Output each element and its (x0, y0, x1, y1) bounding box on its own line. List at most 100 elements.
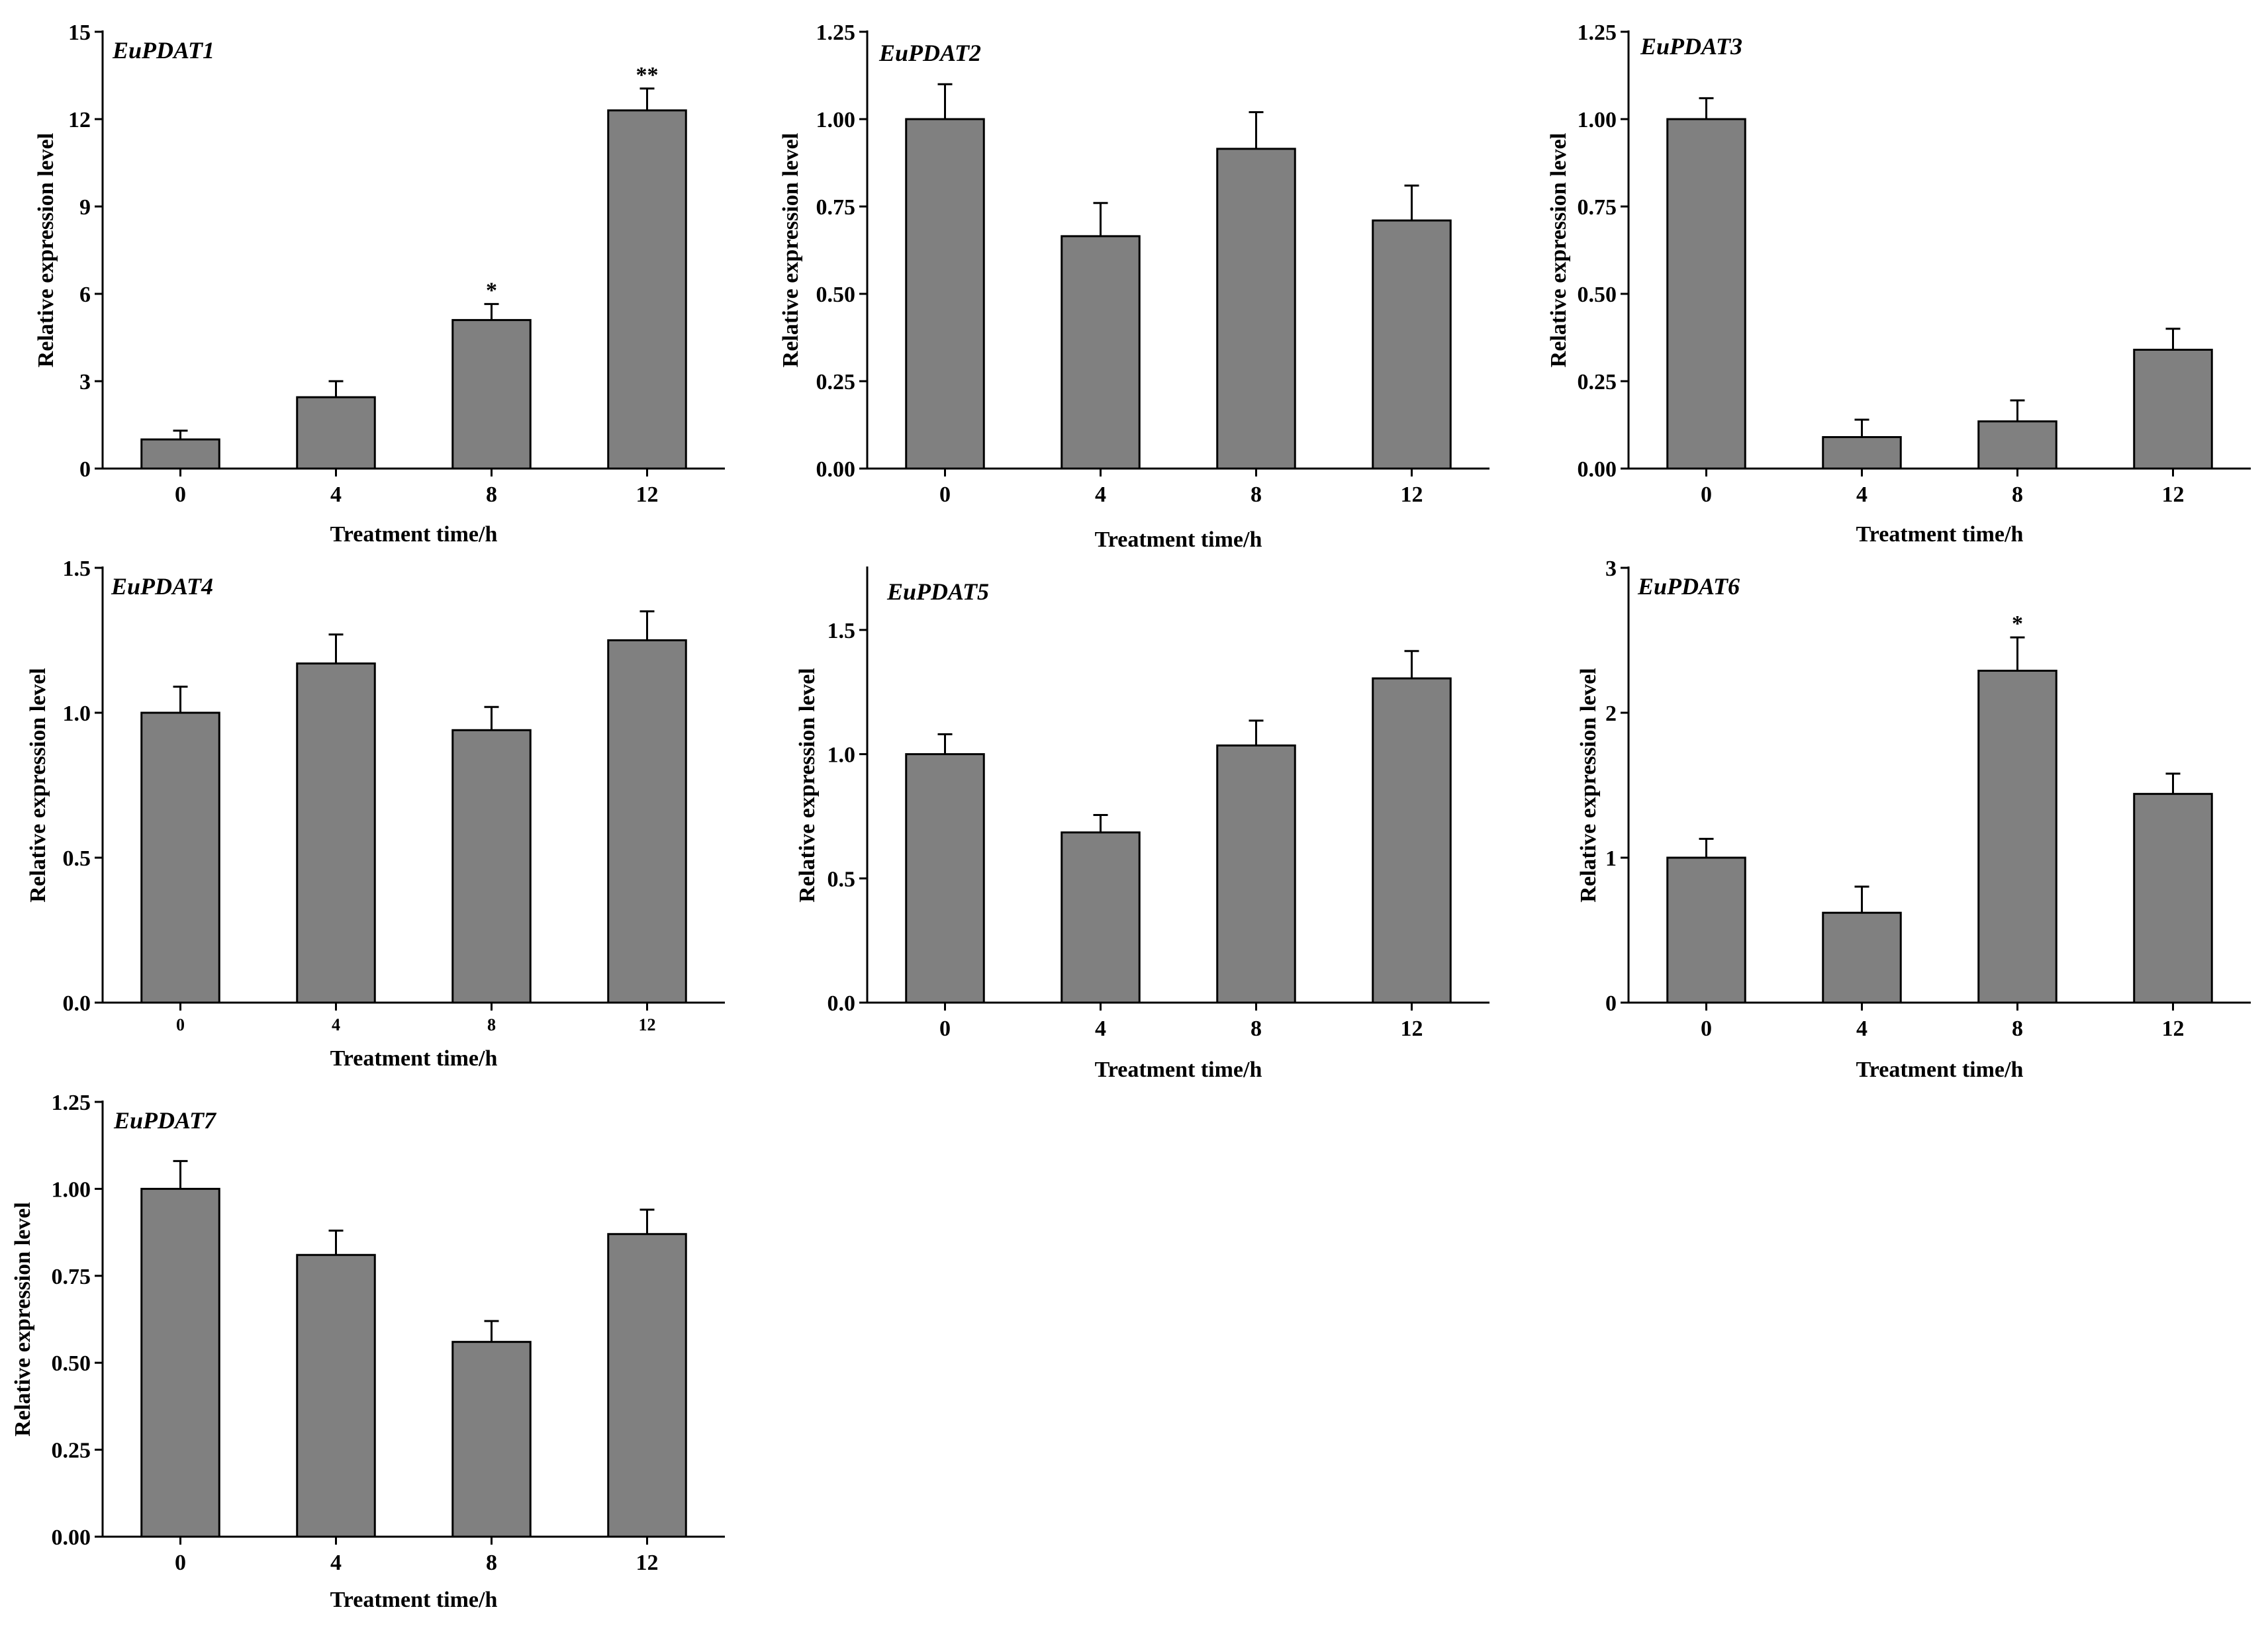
x-tick-label: 4 (1856, 482, 1867, 507)
y-tick-label: 1.00 (816, 108, 856, 132)
y-axis-title: Relative expression level (1576, 668, 1601, 902)
bar-0h (1666, 118, 1746, 470)
x-tick-label: 8 (1251, 1017, 1262, 1041)
x-tick-label: 12 (1401, 482, 1423, 507)
x-axis-title: Treatment time/h (1095, 527, 1262, 552)
bar-0h (140, 1187, 220, 1538)
gene-title: EuPDAT7 (113, 1107, 217, 1134)
x-tick-label: 4 (1095, 482, 1106, 507)
y-tick-label: 0.5 (827, 867, 856, 891)
y-tick-label: 0.5 (63, 846, 91, 871)
y-tick-label: 0.25 (1578, 370, 1617, 394)
x-tick-label: 4 (330, 1551, 342, 1575)
y-tick-label: 3 (1605, 557, 1617, 581)
bar-4h (1061, 235, 1141, 470)
x-tick-label: 8 (1251, 482, 1262, 507)
bar-0h (905, 753, 985, 1004)
x-tick-label: 8 (487, 1015, 496, 1034)
bar-12h (607, 109, 687, 470)
x-tick-label: 12 (636, 1551, 659, 1575)
x-tick-label: 4 (330, 482, 342, 507)
bar-12h (2133, 793, 2213, 1004)
x-tick-label: 4 (332, 1015, 340, 1034)
bar-8h (1977, 669, 2057, 1004)
gene-title: EuPDAT1 (112, 37, 214, 64)
y-tick-label: 0.25 (52, 1439, 91, 1463)
y-tick-label: 1.00 (52, 1177, 91, 1202)
x-tick-label: 4 (1856, 1017, 1867, 1041)
bar-0h (140, 438, 220, 470)
x-tick-label: 8 (486, 1551, 497, 1575)
y-axis-title: Relative expression level (779, 133, 803, 367)
y-tick-label: 0.50 (816, 283, 856, 307)
bar-4h (296, 662, 376, 1004)
y-tick-label: 0.00 (52, 1525, 91, 1550)
x-axis-title: Treatment time/h (330, 1046, 498, 1071)
bar-0h (1666, 856, 1746, 1004)
y-tick-label: 12 (68, 108, 91, 132)
bar-8h (451, 1341, 532, 1538)
y-axis-title: Relative expression level (1546, 133, 1571, 367)
y-tick-label: 1.25 (1578, 21, 1617, 45)
x-tick-label: 0 (939, 1017, 951, 1041)
bar-0h (905, 118, 985, 470)
y-tick-label: 0.0 (63, 991, 91, 1016)
bar-4h (1061, 831, 1141, 1004)
bar-8h (1216, 148, 1296, 470)
x-tick-label: 0 (1701, 482, 1712, 507)
y-tick-label: 1.00 (1578, 108, 1617, 132)
bar-12h (1372, 677, 1452, 1004)
gene-title: EuPDAT3 (1640, 33, 1742, 60)
y-tick-label: 1.0 (827, 743, 856, 768)
x-axis-title: Treatment time/h (330, 1588, 498, 1612)
bar-4h (1822, 911, 1902, 1004)
y-tick-label: 0 (79, 457, 91, 482)
x-tick-label: 0 (1701, 1017, 1712, 1041)
y-tick-label: 0.75 (816, 195, 856, 220)
y-tick-label: 1.0 (63, 702, 91, 726)
bar-4h (1822, 435, 1902, 470)
x-tick-label: 0 (175, 482, 186, 507)
y-axis-title: Relative expression level (11, 1202, 35, 1436)
chart-panel-7: 0 4 8 12 0.00 0.25 0.50 0.75 1.00 1.25 EuPDAT7 Trea… (11, 1091, 725, 1612)
y-tick-label: 0.00 (1578, 457, 1617, 482)
y-tick-label: 3 (79, 370, 91, 394)
x-tick-label: 8 (2012, 1017, 2023, 1041)
y-axis-title: Relative expression level (26, 668, 50, 902)
x-tick-label: 8 (486, 482, 497, 507)
bar-8h (1216, 744, 1296, 1004)
y-tick-label: 1 (1605, 846, 1617, 871)
significance-label: * (486, 278, 497, 302)
x-axis-title: Treatment time/h (330, 522, 498, 547)
y-tick-label: 0.75 (52, 1265, 91, 1289)
y-tick-label: 0.50 (1578, 283, 1617, 307)
gene-title: EuPDAT4 (111, 573, 213, 600)
y-tick-label: 0.0 (827, 991, 856, 1016)
gene-title: EuPDAT6 (1637, 573, 1740, 600)
y-tick-label: 1.5 (63, 557, 91, 581)
bar-4h (296, 396, 376, 470)
x-tick-label: 12 (1401, 1017, 1423, 1041)
bar-8h (451, 729, 532, 1004)
chart-panel-5: 0 4 8 12 0.0 0.5 1.0 1.5 EuPDAT5 Treatment time/h… (795, 566, 1489, 1082)
bar-12h (607, 1233, 687, 1538)
x-axis-title: Treatment time/h (1856, 1058, 2024, 1082)
y-tick-label: 15 (68, 21, 91, 45)
x-tick-label: 12 (636, 482, 659, 507)
x-tick-label: 12 (639, 1015, 656, 1034)
y-tick-label: 1.5 (827, 619, 856, 643)
chart-panel-4: 0 4 8 12 0.0 0.5 1.0 1.5 EuPDAT4 Treatment time/h… (26, 557, 725, 1071)
bar-12h (1372, 219, 1452, 470)
y-tick-label: 9 (79, 195, 91, 220)
x-axis-title: Treatment time/h (1095, 1058, 1262, 1082)
significance-label: ** (636, 63, 659, 87)
chart-panel-3: 0 4 8 12 0.00 0.25 0.50 0.75 1.00 1.25 EuPDAT3 Trea… (1546, 21, 2251, 547)
chart-panel-2: 0 4 8 12 0.00 0.25 0.50 0.75 1.00 1.25 EuPDAT2 Trea… (779, 21, 1489, 552)
y-tick-label: 0.00 (816, 457, 856, 482)
y-tick-label: 2 (1605, 702, 1617, 726)
x-axis-title: Treatment time/h (1856, 522, 2024, 547)
x-tick-label: 0 (175, 1551, 186, 1575)
